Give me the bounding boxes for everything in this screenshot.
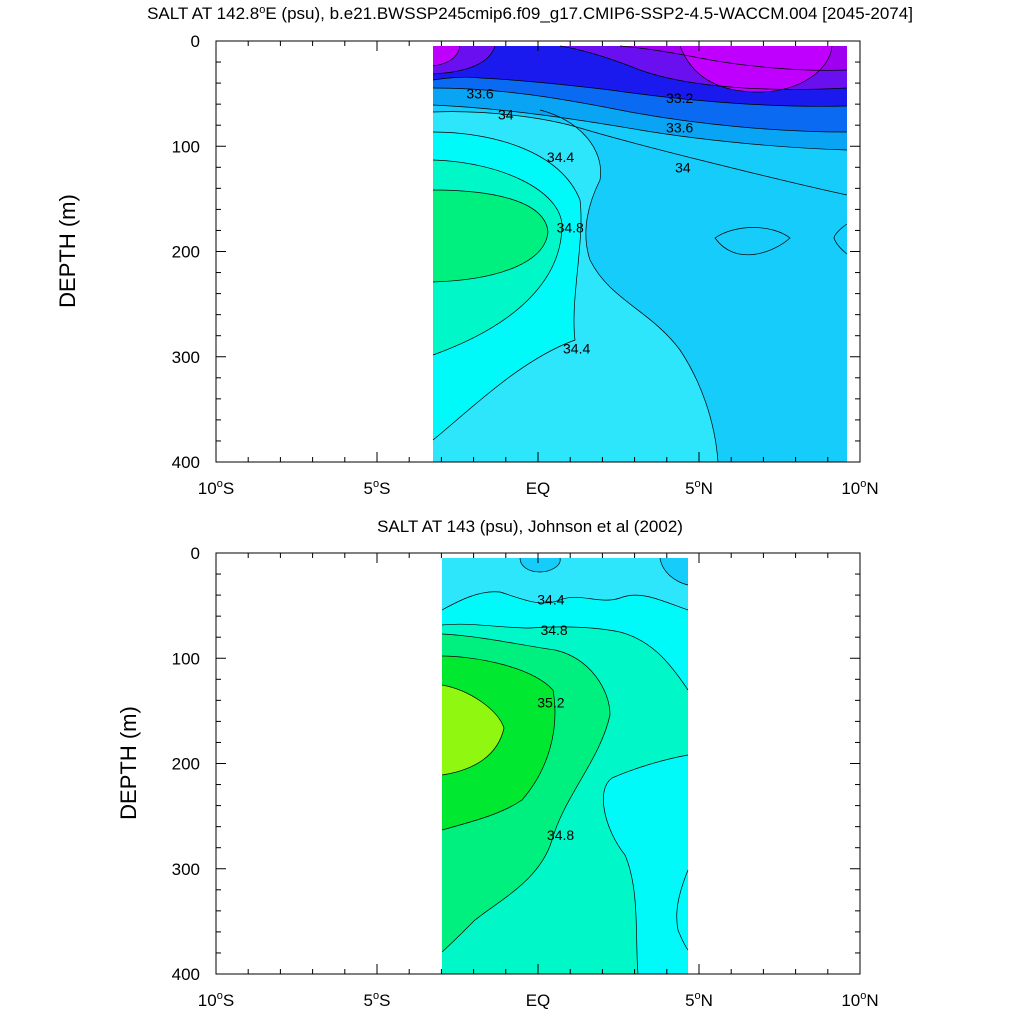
- top-contour-line-1: [432, 87, 848, 133]
- bottom-fill-top-right: [660, 558, 688, 585]
- bottom-contour-label: 35.2: [537, 694, 564, 710]
- bottom-y-tick-label: 100: [172, 649, 200, 668]
- top-fill-left-surface-core: [433, 46, 460, 66]
- bottom-y-tick-label: 0: [191, 544, 200, 563]
- bottom-contour-label: 34.8: [540, 622, 567, 638]
- top-panel-title: SALT AT 142.8oE (psu), b.e21.BWSSP245cmi…: [147, 4, 913, 23]
- bottom-contour-line-6: [441, 633, 611, 953]
- top-x-tick-label: 10oN: [841, 478, 878, 498]
- top-fill-34-8: [433, 190, 548, 282]
- top-contour-label: 33.6: [666, 119, 693, 135]
- bottom-x-tick-label: 10oS: [198, 990, 234, 1010]
- top-x-tick-label: EQ: [526, 479, 551, 498]
- top-fill-34-0-upper: [433, 105, 847, 195]
- bottom-contour-field: [441, 557, 689, 975]
- top-contour-line-14: [714, 227, 791, 256]
- top-x-tick-label: 5oN: [685, 478, 713, 498]
- bottom-ticks: 10oS 5oS EQ 5oN 10oN 0 100 200 300 400: [172, 544, 879, 1010]
- bottom-x-tick-label: 5oS: [364, 990, 391, 1010]
- top-contour-line-3: [432, 111, 848, 196]
- top-contour-label: 34: [675, 159, 691, 175]
- top-x-tick-label: 10oS: [198, 478, 234, 498]
- top-contour-label: 34.4: [563, 340, 590, 356]
- top-contour-labels: 33.6 33.2 34 33.6 34.4 34 34.8 34.4: [466, 86, 693, 357]
- bottom-contour-line-2: [519, 557, 561, 573]
- top-contour-line-4: [432, 131, 582, 441]
- top-contour-line-13: [432, 45, 461, 67]
- top-contour-label: 33.6: [466, 86, 493, 102]
- top-contour-line-6: [432, 189, 549, 283]
- top-contour-label: 34.8: [557, 219, 584, 235]
- bottom-panel: SALT AT 143 (psu), Johnson et al (2002): [116, 517, 879, 1010]
- top-contour-line-12: [432, 45, 496, 75]
- top-fill-lens: [715, 227, 790, 255]
- bottom-y-tick-label: 200: [172, 755, 200, 774]
- bottom-x-tick-label: EQ: [526, 991, 551, 1010]
- top-contour-line-15: [833, 223, 848, 255]
- top-ylabel: DEPTH (m): [55, 194, 80, 308]
- top-y-tick-label: 300: [172, 348, 200, 367]
- top-contour-line-9: [559, 45, 848, 90]
- bottom-ylabel: DEPTH (m): [116, 706, 141, 820]
- bottom-contour-lines: [441, 557, 689, 975]
- top-contour-label: 34.4: [547, 149, 574, 165]
- bottom-contour-line-3: [659, 557, 689, 586]
- top-contour-line-11: [679, 45, 833, 93]
- top-contour-lines: [432, 45, 848, 463]
- bottom-contour-line-9: [676, 869, 689, 951]
- bottom-contour-line-8: [441, 684, 505, 776]
- bottom-fill-deep-right: [676, 870, 688, 950]
- bottom-contour-line-5: [603, 754, 689, 975]
- bottom-contour-line-1: [441, 591, 689, 611]
- top-x-tick-label: 5oS: [364, 478, 391, 498]
- top-contour-line-2: [432, 104, 848, 151]
- top-panel: SALT AT 142.8oE (psu), b.e21.BWSSP245cmi…: [55, 4, 913, 498]
- bottom-panel-title: SALT AT 143 (psu), Johnson et al (2002): [377, 517, 683, 536]
- top-contour-line-10: [619, 45, 848, 71]
- top-ticks: 10oS 5oS EQ 5oN 10oN 0 100 200 300 400: [172, 32, 879, 498]
- top-contour-field: [432, 45, 848, 463]
- bottom-y-tick-label: 300: [172, 860, 200, 879]
- top-contour-line-5: [432, 159, 563, 356]
- top-contour-line-7: [539, 109, 719, 463]
- top-fill-lt-33: [680, 46, 832, 92]
- top-axes: 10oS 5oS EQ 5oN 10oN 0 100 200 300 400 DEPTH (m): [55, 32, 879, 498]
- top-contour-label: 33.2: [666, 90, 693, 106]
- bottom-contour-label: 34.8: [547, 827, 574, 843]
- top-y-tick-label: 200: [172, 243, 200, 262]
- bottom-contour-line-7: [441, 655, 556, 831]
- bottom-contour-label: 34.4: [537, 591, 564, 607]
- top-contour-label: 34: [498, 107, 514, 123]
- top-y-tick-label: 100: [172, 137, 200, 156]
- bottom-fill-top-core: [520, 558, 561, 572]
- top-fill-lens-edge: [834, 224, 847, 254]
- top-contour-line-8: [432, 76, 848, 107]
- top-y-tick-label: 400: [172, 453, 200, 472]
- bottom-x-tick-label: 5oN: [685, 990, 713, 1010]
- bottom-fill-top: [442, 558, 688, 610]
- bottom-x-tick-label: 10oN: [841, 990, 878, 1010]
- bottom-axes: 10oS 5oS EQ 5oN 10oN 0 100 200 300 400 DEPTH (m): [116, 544, 879, 1010]
- bottom-contour-labels: 34.4 34.8 35.2 34.8: [537, 591, 574, 843]
- bottom-contour-line-4: [441, 623, 689, 691]
- top-y-tick-label: 0: [191, 32, 200, 51]
- bottom-y-tick-label: 400: [172, 965, 200, 984]
